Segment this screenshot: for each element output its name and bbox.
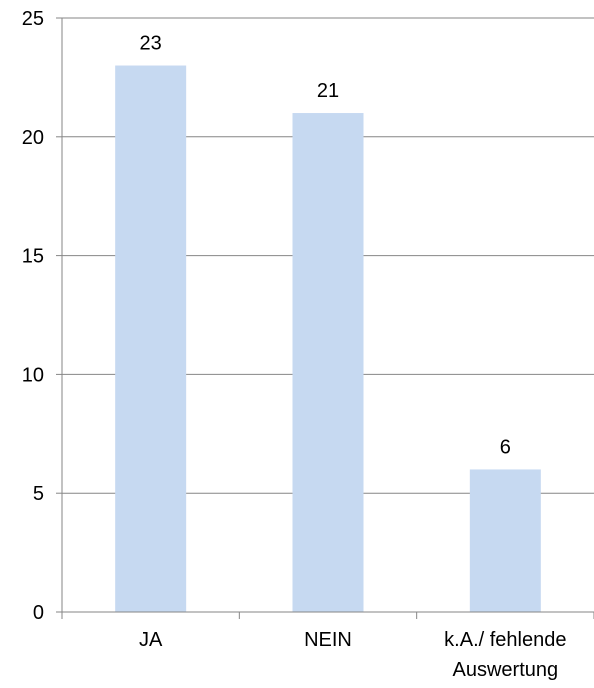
data-label: 21: [317, 80, 339, 102]
x-category-label: k.A./ fehlende: [444, 629, 566, 651]
x-category-label: JA: [139, 629, 163, 651]
y-tick-label: 25: [22, 8, 44, 30]
y-tick-label: 15: [22, 246, 44, 268]
bars: [115, 65, 541, 612]
y-tick-label: 10: [22, 364, 44, 386]
data-label: 6: [500, 436, 511, 458]
data-label: 23: [140, 33, 162, 55]
bar-3: [469, 469, 541, 612]
x-category-label: NEIN: [304, 629, 352, 651]
y-tick-label: 5: [33, 483, 44, 505]
axes: [56, 17, 594, 619]
y-tick-label: 20: [22, 127, 44, 149]
labels: 0 5 10 15 20 25 23 JA 21 NEIN 6 k.A./ fehlende Auswe…: [22, 8, 567, 681]
x-category-label: Auswertung: [453, 659, 559, 681]
bar-2: [292, 113, 364, 612]
bar-1: [115, 65, 187, 612]
y-tick-label: 0: [33, 602, 44, 624]
